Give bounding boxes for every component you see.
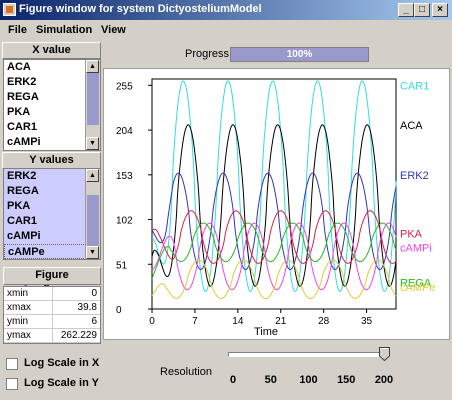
title-bar[interactable]: Figure window for system DictyosteliumMo…: [0, 0, 452, 20]
config-value[interactable]: 6: [91, 316, 97, 327]
legend-label-aca: ACA: [400, 120, 423, 132]
legend-label-car1: CAR1: [400, 80, 429, 92]
y-tick-label: 255: [116, 81, 133, 92]
x-tick-label: 0: [149, 316, 155, 327]
series-line-pka: [151, 210, 397, 264]
resolution-slider-thumb[interactable]: [379, 347, 390, 361]
scroll-thumb[interactable]: [87, 195, 99, 247]
log-x-label: Log Scale in X: [24, 357, 100, 369]
x-list-item[interactable]: PKA: [7, 106, 31, 118]
progress-label: Progress: [185, 48, 230, 60]
checkbox-box[interactable]: [6, 358, 18, 370]
legend-label-campe: cAMPe: [400, 282, 435, 294]
y-list-item[interactable]: CAR1: [7, 215, 37, 227]
config-key: xmax: [7, 302, 31, 313]
resolution-tick-label: 150: [337, 374, 356, 386]
x-value-header: X value: [2, 42, 101, 59]
config-key: ymin: [7, 316, 29, 327]
config-value[interactable]: 0: [91, 288, 97, 299]
resolution-label: Resolution: [160, 366, 212, 378]
legend-label-rega: REGA: [400, 278, 432, 290]
x-tick-label: 14: [232, 316, 244, 327]
scroll-up-icon[interactable]: ▲: [86, 60, 99, 73]
config-key: ymax: [7, 330, 31, 341]
series-line-erk2: [151, 172, 397, 271]
figure-config-button[interactable]: Figure Configura...: [3, 267, 101, 296]
y-tick-label: 102: [116, 216, 133, 227]
y-values-header: Y values: [2, 152, 101, 169]
progress-bar: 100%: [230, 47, 369, 62]
close-icon: ×: [437, 4, 443, 15]
x-tick-label: 28: [318, 316, 330, 327]
y-tick-label: 0: [116, 305, 122, 316]
series-line-rega: [151, 222, 397, 279]
maximize-button[interactable]: □: [414, 3, 430, 17]
x-list-item[interactable]: ERK2: [7, 76, 37, 88]
legend-label-campi: cAMPi: [400, 243, 432, 255]
series-line-car1: [152, 80, 397, 293]
series-line-campe: [151, 259, 397, 300]
minimize-button[interactable]: _: [398, 3, 414, 17]
x-list-scrollbar[interactable]: ▲ ▼: [85, 60, 100, 150]
scroll-up-icon[interactable]: ▲: [86, 169, 99, 182]
legend-label-pka: PKA: [400, 229, 423, 241]
scroll-down-icon[interactable]: ▼: [86, 246, 99, 259]
y-tick-label: 153: [116, 171, 133, 182]
config-value[interactable]: 262.229: [60, 330, 97, 341]
y-tick-label: 51: [116, 260, 128, 271]
resolution-tick-label: 50: [264, 374, 277, 386]
y-list-item[interactable]: cAMPe: [4, 244, 100, 259]
y-tick-label: 204: [116, 126, 133, 137]
y-list-item[interactable]: PKA: [7, 200, 31, 212]
y-list-item[interactable]: ERK2: [7, 170, 37, 182]
checkbox-box[interactable]: [6, 378, 18, 390]
x-list-item[interactable]: cAMPi: [7, 136, 41, 148]
y-list-scrollbar[interactable]: ▲ ▼: [85, 169, 100, 259]
progress-text: 100%: [286, 49, 313, 60]
menu-view[interactable]: View: [101, 24, 126, 36]
menu-simulation[interactable]: Simulation: [36, 24, 93, 36]
config-value[interactable]: 39.8: [77, 302, 97, 313]
x-list-item[interactable]: REGA: [7, 91, 39, 103]
log-x-checkbox[interactable]: Log Scale in X: [6, 357, 101, 371]
resolution-tick-label: 200: [374, 374, 394, 386]
legend-label-erk2: ERK2: [400, 170, 429, 182]
chart-area: CAR1 ACA ERK2 PKA cAMPi REGA cAMPe 0 51 102 153 204…: [103, 68, 450, 340]
y-values-list[interactable]: ERK2 REGA PKA CAR1 cAMPi cAMPe ▲ ▼: [3, 168, 101, 260]
resolution-slider-track[interactable]: [228, 352, 390, 357]
resolution-tick-label: 0: [229, 374, 237, 386]
scroll-down-icon[interactable]: ▼: [86, 137, 99, 150]
series-line-aca: [151, 124, 397, 287]
resolution-tick-label: 100: [299, 374, 318, 386]
progress-fill: [231, 48, 368, 61]
menu-file[interactable]: File: [8, 24, 27, 36]
y-list-item[interactable]: REGA: [7, 185, 39, 197]
config-row[interactable]: ymin 6: [4, 315, 100, 329]
menu-bar: File Simulation View: [0, 20, 452, 40]
maximize-icon: □: [418, 4, 426, 15]
x-tick-label: 7: [192, 316, 198, 327]
close-button[interactable]: ×: [432, 3, 448, 17]
log-y-label: Log Scale in Y: [24, 377, 99, 389]
app-icon: [3, 3, 16, 16]
scroll-thumb[interactable]: [87, 73, 99, 125]
y-list-item[interactable]: cAMPi: [7, 230, 41, 242]
minimize-icon: _: [403, 4, 409, 15]
x-value-list[interactable]: ACA ERK2 REGA PKA CAR1 cAMPi ▲ ▼: [3, 59, 101, 151]
config-row[interactable]: xmin 0: [4, 287, 100, 301]
config-key: xmin: [7, 288, 29, 299]
x-list-item[interactable]: ACA: [7, 61, 31, 73]
log-y-checkbox[interactable]: Log Scale in Y: [6, 377, 101, 391]
x-axis-label: Time: [254, 326, 278, 338]
config-row[interactable]: ymax 262.229: [4, 329, 100, 343]
x-list-item[interactable]: CAR1: [7, 121, 37, 133]
x-tick-label: 35: [361, 316, 373, 327]
x-tick-label: 21: [275, 316, 287, 327]
config-row[interactable]: xmax 39.8: [4, 301, 100, 315]
figure-config-table[interactable]: xmin 0 xmax 39.8 ymin 6 ymax 262.229: [3, 286, 101, 344]
window-title: Figure window for system DictyosteliumMo…: [19, 3, 262, 15]
